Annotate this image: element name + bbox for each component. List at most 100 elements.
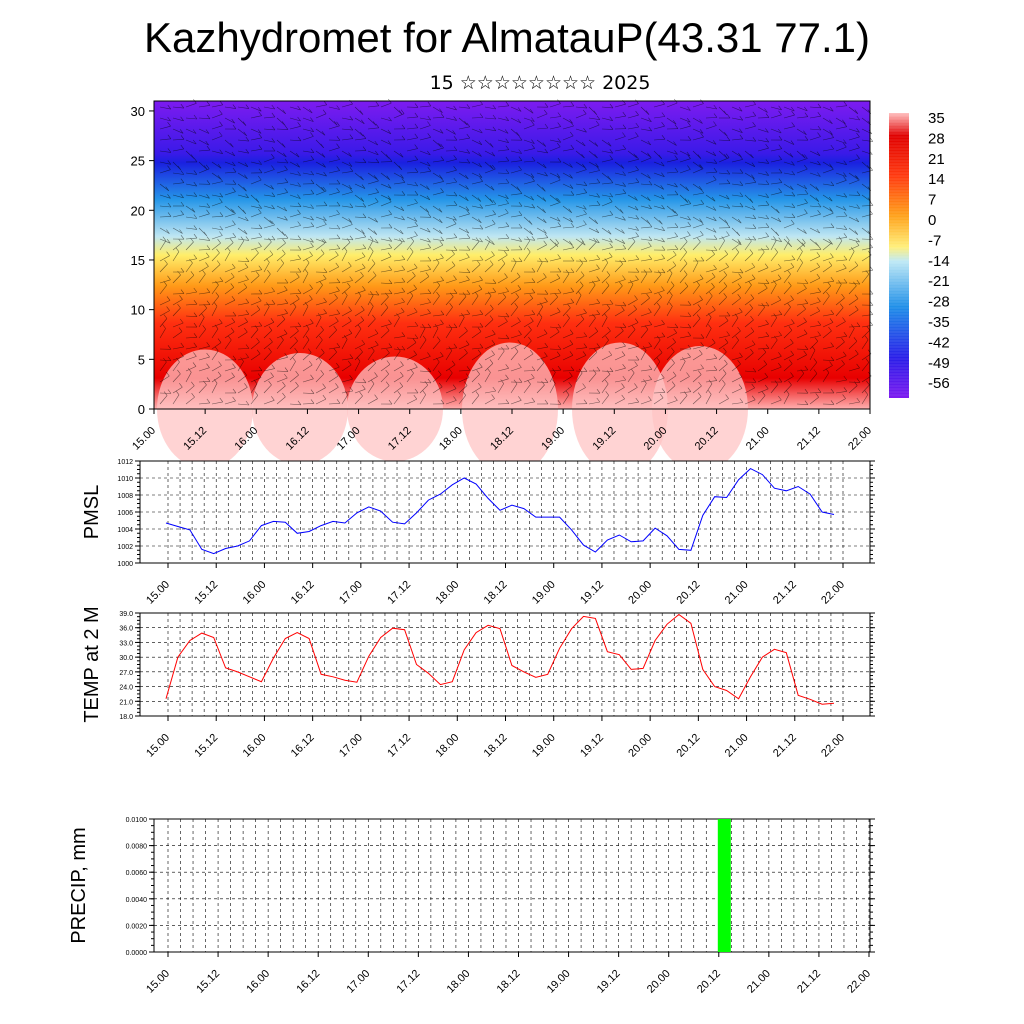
wind-barb-flag (427, 298, 431, 303)
wind-barb-flag (752, 137, 757, 142)
wind-barb (562, 183, 574, 189)
wind-barb-flag (320, 325, 324, 331)
wind-barb (692, 136, 704, 141)
wind-barb-flag (271, 235, 276, 241)
wind-barb (861, 117, 871, 126)
wind-barb-flag (697, 154, 702, 159)
wind-barb (614, 367, 626, 372)
wind-barb (159, 183, 169, 191)
wind-barb (393, 311, 405, 317)
wind-barb (835, 391, 847, 394)
wind-barb-flag (255, 248, 259, 254)
wind-barb-flag (647, 196, 651, 201)
wind-barb-flag (661, 246, 666, 251)
pmsl-x-tick-label: 15.12 (192, 579, 220, 607)
wind-barb-flag (271, 287, 275, 292)
wind-barb-flag (271, 364, 275, 369)
wind-barb-flag (843, 387, 848, 392)
wind-barb (770, 114, 782, 119)
wind-barb (315, 161, 326, 168)
wind-barb-flag (477, 349, 482, 354)
wind-barb-flag (648, 204, 652, 209)
wind-barb (380, 296, 389, 306)
wind-barb-flag (648, 365, 653, 370)
wind-barb (640, 117, 652, 122)
wind-barb (432, 374, 442, 383)
wind-barb-flag (180, 193, 184, 198)
wind-barb-flag (388, 399, 393, 405)
wind-barb-flag (479, 237, 483, 243)
wind-barb (562, 302, 574, 306)
wind-barb-flag (258, 265, 263, 270)
wind-barb-flag (785, 390, 790, 395)
wind-barb (354, 161, 367, 163)
wind-barb-flag (542, 208, 546, 213)
wind-barb-flag (490, 165, 494, 170)
wind-barb-flag (596, 366, 601, 372)
wind-barb (445, 293, 458, 295)
precip-x-tick-label: 15.00 (144, 968, 172, 996)
heatmap-x-tick-label: 15.00 (130, 425, 158, 453)
wind-barb (289, 330, 299, 339)
wind-barb-flag (336, 343, 341, 348)
wind-barb-flag (622, 364, 626, 369)
wind-barb-flag (751, 395, 756, 400)
wind-barb-flag (609, 367, 614, 372)
wind-barb (237, 227, 248, 235)
wind-barb (536, 113, 548, 119)
wind-barb (653, 306, 661, 317)
wind-barb-flag (414, 144, 418, 149)
wind-barb (445, 194, 458, 197)
wind-barb-flag (569, 119, 573, 124)
wind-barb-flag (569, 163, 573, 168)
wind-barb-flag (635, 132, 639, 137)
wind-barb-flag (865, 358, 870, 363)
wind-barb (653, 377, 665, 383)
wind-barb (445, 350, 453, 361)
wind-barb (562, 343, 574, 350)
wind-barb (731, 330, 741, 339)
wind-barb (666, 183, 678, 188)
wind-barb-flag (167, 160, 172, 165)
wind-barb-flag (841, 360, 845, 365)
wind-barb (497, 368, 509, 372)
wind-barb (393, 106, 403, 115)
wind-barb-flag (557, 122, 561, 127)
wind-barb (484, 255, 495, 262)
precip-y-tick-label: 0.0020 (126, 923, 148, 930)
wind-barb-flag (500, 379, 504, 384)
wind-barb-flag (700, 188, 705, 194)
wind-barb-flag (526, 247, 531, 253)
wind-barb (159, 205, 172, 208)
wind-barb-flag (856, 378, 861, 383)
wind-barb (744, 319, 754, 328)
wind-barb (510, 260, 523, 262)
wind-barb-flag (687, 154, 691, 159)
wind-barb-flag (375, 176, 379, 182)
wind-barb-flag (699, 129, 704, 134)
wind-barb (497, 226, 509, 229)
wind-barb (198, 213, 210, 218)
wind-barb (679, 125, 691, 130)
wind-barb-flag (295, 381, 299, 387)
wind-barb-flag (531, 278, 536, 283)
wind-barb-flag (297, 171, 301, 176)
wind-barb (809, 194, 819, 202)
wind-barb-flag (739, 116, 744, 121)
wind-barb (510, 238, 522, 242)
wind-barb-flag (674, 167, 679, 173)
wind-barb (224, 251, 231, 262)
wind-barb-flag (284, 234, 289, 239)
wind-barb (406, 137, 418, 141)
wind-barb (458, 150, 470, 154)
wind-barb (653, 258, 665, 262)
wind-barb (393, 301, 405, 306)
wind-barb-flag (648, 236, 653, 241)
wind-barb-flag (609, 116, 613, 121)
wind-barb-flag (271, 204, 275, 210)
wind-barb-flag (440, 156, 445, 161)
wind-barb-flag (323, 238, 327, 243)
wind-barb-flag (188, 368, 192, 373)
wind-barb (328, 290, 340, 295)
